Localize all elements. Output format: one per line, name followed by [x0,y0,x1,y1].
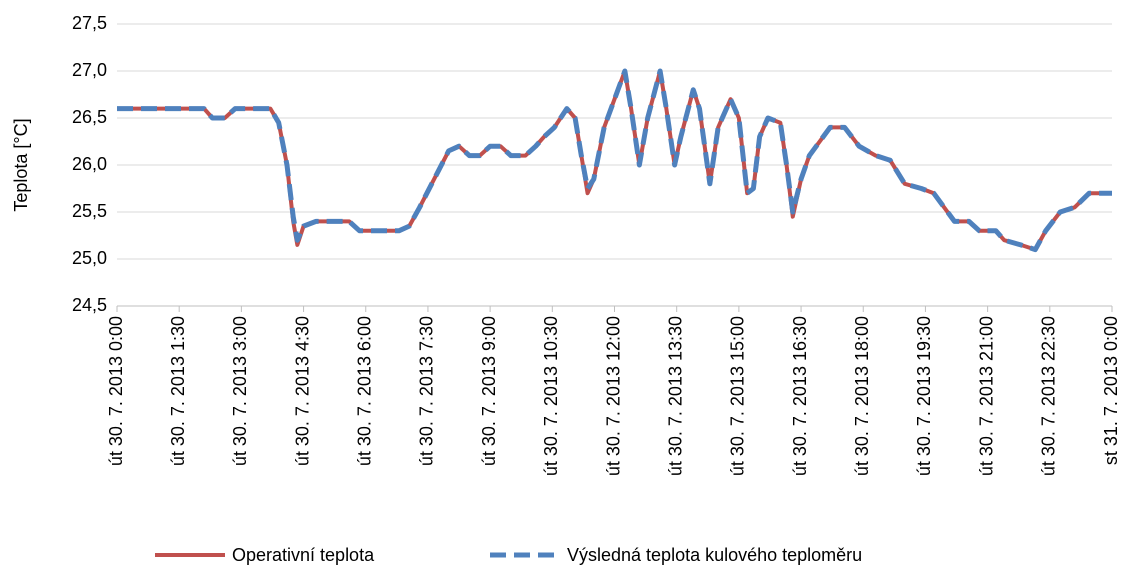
y-axis-label: Teplota [°C] [11,118,31,211]
x-tick-label: út 30. 7. 2013 6:00 [355,316,375,466]
y-tick-label: 26,5 [72,107,107,127]
x-tick-label: út 30. 7. 2013 12:00 [603,316,623,476]
x-tick-label: út 30. 7. 2013 0:00 [106,316,126,466]
series-line [117,69,1112,252]
y-tick-label: 27,5 [72,13,107,33]
x-tick-label: st 31. 7. 2013 0:00 [1101,316,1121,465]
x-tick-label: út 30. 7. 2013 7:30 [417,316,437,466]
x-tick-label: út 30. 7. 2013 22:30 [1039,316,1059,476]
x-tick-label: út 30. 7. 2013 15:00 [728,316,748,476]
y-tick-label: 26,0 [72,154,107,174]
legend-label: Operativní teplota [232,545,375,565]
x-tick-label: út 30. 7. 2013 9:00 [479,316,499,466]
x-tick-label: út 30. 7. 2013 16:30 [790,316,810,476]
x-tick-label: út 30. 7. 2013 3:00 [230,316,250,466]
x-tick-label: út 30. 7. 2013 1:30 [168,316,188,466]
x-tick-label: út 30. 7. 2013 10:30 [541,316,561,476]
y-tick-label: 27,0 [72,60,107,80]
y-tick-label: 25,5 [72,201,107,221]
x-tick-label: út 30. 7. 2013 21:00 [976,316,996,476]
series-line [117,68,1112,253]
x-tick-label: út 30. 7. 2013 18:00 [852,316,872,476]
y-tick-label: 25,0 [72,248,107,268]
x-tick-label: út 30. 7. 2013 19:30 [914,316,934,476]
y-tick-label: 24,5 [72,295,107,315]
x-tick-label: út 30. 7. 2013 4:30 [292,316,312,466]
legend-label: Výsledná teplota kulového teploměru [567,545,862,565]
x-tick-label: út 30. 7. 2013 13:30 [665,316,685,476]
